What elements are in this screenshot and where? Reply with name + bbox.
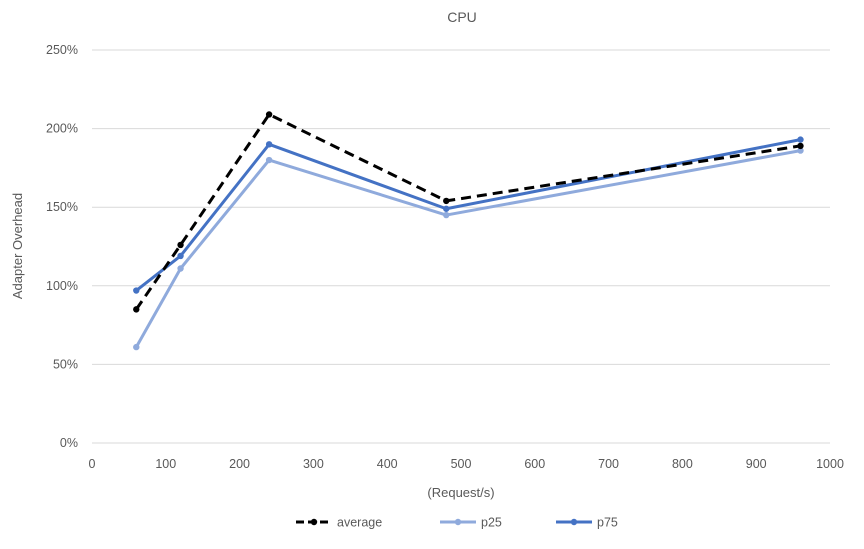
legend-label-p25: p25 [481, 516, 502, 530]
x-axis-ticks: 0 100 200 300 400 500 600 700 800 900 1000 [89, 457, 844, 471]
series-line-p25 [134, 149, 801, 348]
data-point-p75 [177, 252, 184, 260]
y-axis-title: Adapter Overhead [10, 193, 25, 299]
legend-marker-average [310, 518, 318, 526]
data-point-average [265, 111, 273, 118]
x-tick-label: 600 [524, 457, 545, 471]
data-point-p25 [265, 156, 273, 164]
x-tick-label: 500 [451, 457, 472, 471]
x-tick-label: 700 [598, 457, 619, 471]
legend-label-average: average [337, 516, 382, 530]
data-point-average [443, 197, 450, 205]
data-point-average [133, 306, 140, 313]
data-point-p75 [443, 205, 450, 212]
y-tick-label: 250% [46, 43, 78, 57]
x-tick-label: 400 [377, 457, 398, 471]
legend-label-p75: p75 [597, 516, 618, 530]
x-tick-label: 800 [672, 457, 693, 471]
y-axis-ticks: 0% 50% 100% 150% 200% 250% [46, 43, 78, 450]
data-point-average [177, 241, 184, 249]
y-tick-label: 200% [46, 122, 78, 136]
series-lines [133, 111, 804, 351]
chart-title: CPU [447, 9, 477, 25]
legend-marker-p75 [570, 518, 578, 526]
data-point-p75 [265, 141, 273, 148]
x-axis-title: (Request/s) [427, 485, 494, 500]
legend: average p25 p75 [296, 516, 618, 530]
grid-lines [92, 49, 830, 444]
data-point-average [797, 142, 804, 150]
x-tick-label: 100 [155, 457, 176, 471]
data-point-p25 [177, 265, 184, 272]
data-point-p25 [797, 147, 804, 154]
x-tick-label: 900 [746, 457, 767, 471]
data-point-p75 [133, 287, 140, 294]
x-tick-label: 0 [89, 457, 96, 471]
data-point-p25 [133, 343, 140, 351]
data-point-p75 [797, 136, 804, 143]
x-tick-label: 300 [303, 457, 324, 471]
data-point-p25 [443, 211, 450, 219]
y-tick-label: 50% [53, 357, 78, 371]
x-tick-label: 1000 [816, 457, 844, 471]
y-tick-label: 100% [46, 279, 78, 293]
y-tick-label: 0% [60, 436, 78, 450]
y-tick-label: 150% [46, 200, 78, 214]
x-tick-label: 200 [229, 457, 250, 471]
legend-marker-p25 [454, 518, 462, 526]
series-line-average [135, 112, 801, 311]
